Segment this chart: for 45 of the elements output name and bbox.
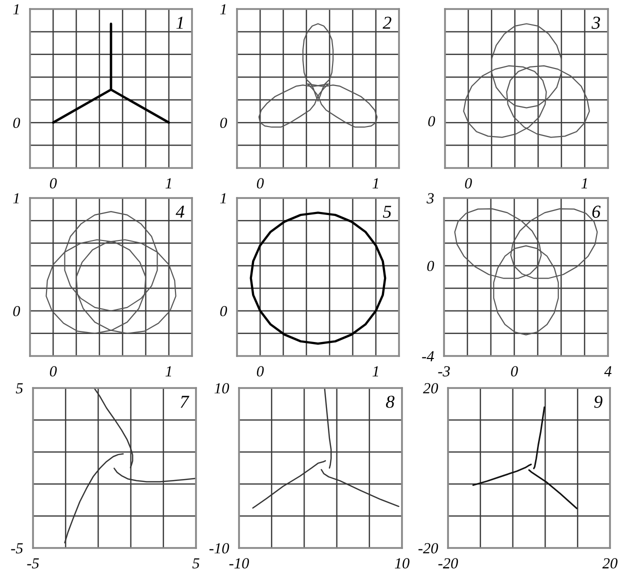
annotation: 3 xyxy=(592,16,600,29)
y-tick-label: 20 xyxy=(423,383,438,394)
y-tick-label: 1 xyxy=(13,4,19,14)
annotation: 6 xyxy=(592,206,601,218)
x-tick-label: 1 xyxy=(166,366,172,376)
x-tick-label: 0 xyxy=(511,366,518,376)
annotation: 9 xyxy=(594,396,602,408)
y-tick-label: -20 xyxy=(418,543,438,554)
x-tick-label: 0 xyxy=(256,366,264,376)
y-tick-label: 10 xyxy=(214,383,230,394)
x-tick-label: 4 xyxy=(604,366,612,376)
annotation: 4 xyxy=(176,206,184,218)
x-tick-label: 1 xyxy=(166,178,172,188)
x-tick-label: -3 xyxy=(438,366,450,376)
y-tick-label: 1 xyxy=(220,4,226,14)
x-tick-label: 1 xyxy=(372,178,378,188)
y-tick-label: 1 xyxy=(220,193,226,204)
y-tick-label: 5 xyxy=(16,383,23,394)
annotation: 8 xyxy=(386,396,394,408)
annotation: 5 xyxy=(382,206,392,218)
annotation: 7 xyxy=(180,396,190,408)
x-tick-label: -20 xyxy=(438,558,458,568)
y-tick-label: 1 xyxy=(13,193,19,204)
x-tick-label: 20 xyxy=(602,558,618,568)
x-tick-label: 1 xyxy=(581,178,587,188)
x-tick-label: 1 xyxy=(372,366,378,376)
y-tick-label: -10 xyxy=(209,543,230,554)
x-tick-label: 0 xyxy=(465,178,472,188)
x-tick-label: 5 xyxy=(192,558,200,568)
y-tick-label: -4 xyxy=(422,351,434,362)
y-tick-label: 0 xyxy=(13,306,20,316)
x-tick-label: 0 xyxy=(256,178,264,188)
x-tick-label: 0 xyxy=(50,178,57,188)
annotation: 2 xyxy=(382,16,392,29)
x-tick-label: -5 xyxy=(27,558,39,568)
y-tick-label: 0 xyxy=(220,118,228,128)
y-tick-label: 0 xyxy=(220,306,228,316)
y-tick-label: 0 xyxy=(427,260,434,272)
x-tick-label: -10 xyxy=(229,558,249,568)
y-tick-label: 0 xyxy=(13,118,20,128)
y-tick-label: 3 xyxy=(426,193,434,204)
x-tick-label: 0 xyxy=(50,366,57,376)
y-tick-label: -5 xyxy=(11,543,23,554)
x-tick-label: 10 xyxy=(394,558,410,568)
annotation: 1 xyxy=(176,16,183,29)
